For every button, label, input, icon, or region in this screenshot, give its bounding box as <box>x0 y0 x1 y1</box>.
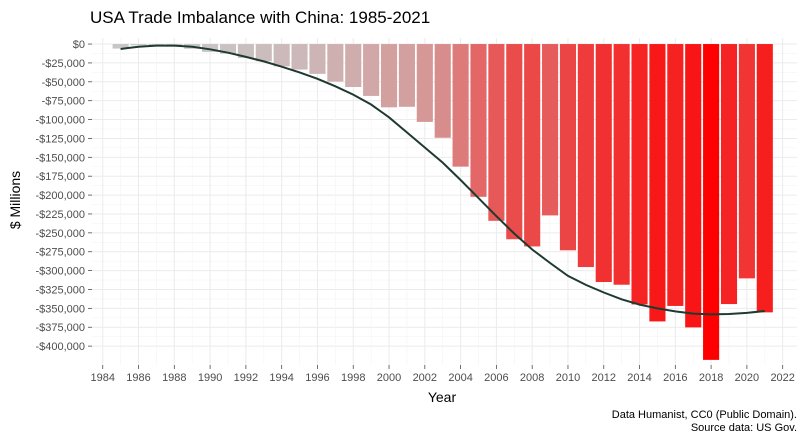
bar-1990 <box>202 44 219 52</box>
x-axis-ticks: 1984 1986 1988 1990 1992 1994 1996 1998 2000 2002… <box>90 365 795 384</box>
bar-2015 <box>649 44 666 322</box>
y-tick-label: -$175,000 <box>35 171 85 183</box>
x-tick-label: 1996 <box>305 372 329 384</box>
x-tick-label: 2002 <box>413 372 437 384</box>
y-tick-label: -$200,000 <box>35 190 85 202</box>
y-axis-title: $ Millions <box>7 171 23 229</box>
bar-2004 <box>452 44 469 167</box>
bar-1992 <box>237 44 254 58</box>
bar-2000 <box>380 44 398 108</box>
caption-line-2: Source data: US Gov. <box>691 422 797 434</box>
x-tick-label: 2020 <box>735 372 759 384</box>
bar-2010 <box>559 44 577 251</box>
y-tick-label: -$275,000 <box>35 247 85 259</box>
bar-2005 <box>470 44 487 197</box>
y-tick-label: -$400,000 <box>35 341 85 353</box>
y-tick-label: -$50,000 <box>42 77 85 89</box>
bars <box>112 44 773 360</box>
bar-2017 <box>685 44 702 328</box>
x-tick-label: 2000 <box>377 372 401 384</box>
bar-1993 <box>255 44 272 62</box>
x-tick-label: 2018 <box>699 372 723 384</box>
bar-1996 <box>309 44 326 74</box>
trend-line <box>120 44 765 316</box>
y-tick-label: -$350,000 <box>35 303 85 315</box>
x-tick-label: 2010 <box>556 372 580 384</box>
y-tick-label: -$300,000 <box>35 266 85 278</box>
bar-2002 <box>416 44 433 122</box>
bar-2008 <box>524 44 541 247</box>
bar-2001 <box>398 44 415 107</box>
bar-2003 <box>434 44 451 138</box>
x-tick-label: 2008 <box>520 372 544 384</box>
bar-2011 <box>577 44 594 268</box>
x-tick-label: 2012 <box>592 372 616 384</box>
y-tick-label: $0 <box>73 39 85 51</box>
x-tick-label: 1986 <box>126 372 150 384</box>
x-tick-label: 1988 <box>162 372 186 384</box>
bar-1997 <box>327 44 344 82</box>
caption-line-1: Data Humanist, CC0 (Public Domain). <box>612 409 797 421</box>
bar-1995 <box>291 44 308 70</box>
y-tick-label: -$25,000 <box>42 58 85 70</box>
bar-2019 <box>720 44 738 305</box>
y-tick-label: -$150,000 <box>35 152 85 164</box>
y-tick-label: -$225,000 <box>35 209 85 221</box>
x-tick-label: 1998 <box>341 372 365 384</box>
bar-2020 <box>738 44 755 279</box>
x-tick-label: 2004 <box>448 372 472 384</box>
bar-2009 <box>542 44 559 216</box>
bar-1991 <box>219 44 237 54</box>
x-tick-label: 1994 <box>269 372 293 384</box>
bar-2013 <box>613 44 630 285</box>
x-tick-label: 2022 <box>770 372 794 384</box>
bar-1986 <box>130 44 147 46</box>
y-axis-ticks: $0 -$25,000 -$50,000 -$75,000 -$100,000 -$125… <box>35 39 92 353</box>
x-tick-label: 2016 <box>663 372 687 384</box>
x-tick-label: 1992 <box>234 372 258 384</box>
x-tick-label: 1984 <box>90 372 114 384</box>
bar-2018 <box>703 44 720 360</box>
y-tick-label: -$325,000 <box>35 284 85 296</box>
bar-1998 <box>345 44 362 88</box>
x-tick-label: 1990 <box>198 372 222 384</box>
bar-2016 <box>667 44 684 306</box>
x-tick-label: 2014 <box>627 372 651 384</box>
bar-2014 <box>631 44 648 305</box>
bar-2021 <box>756 44 773 313</box>
y-tick-label: -$100,000 <box>35 115 85 127</box>
bar-2006 <box>488 44 505 221</box>
y-tick-label: -$250,000 <box>35 228 85 240</box>
x-tick-label: 2006 <box>484 372 508 384</box>
bar-2007 <box>506 44 523 240</box>
y-tick-label: -$375,000 <box>35 322 85 334</box>
chart-title: USA Trade Imbalance with China: 1985-202… <box>90 8 430 27</box>
bar-1985 <box>112 44 129 49</box>
x-axis-title: Year <box>428 389 457 405</box>
y-tick-label: -$75,000 <box>42 96 85 108</box>
bar-1999 <box>363 44 380 96</box>
y-tick-label: -$125,000 <box>35 133 85 145</box>
plot-area <box>92 38 797 365</box>
bar-1994 <box>273 44 290 67</box>
bar-2012 <box>595 44 612 283</box>
